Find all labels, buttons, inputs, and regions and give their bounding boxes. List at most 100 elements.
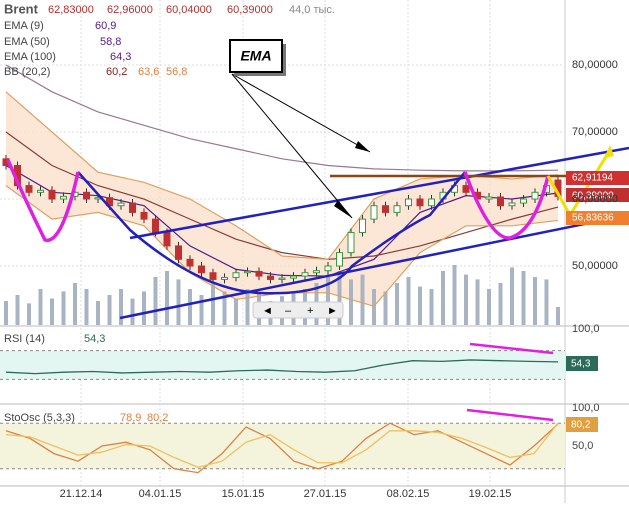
zoom-in[interactable]: + xyxy=(307,305,313,317)
candle-body xyxy=(140,211,148,220)
symbol: Brent xyxy=(4,1,39,16)
scroll-left[interactable]: ◄ xyxy=(262,305,273,317)
zoom-bar[interactable] xyxy=(252,301,344,319)
volume-bar xyxy=(222,291,227,325)
stoch-label: StoOsc (5,3,3) xyxy=(4,412,75,424)
candle-body xyxy=(267,275,274,280)
date-label: 27.01.15 xyxy=(304,488,347,500)
date-label: 19.02.15 xyxy=(469,488,512,500)
volume-bar xyxy=(199,295,204,325)
candle-body xyxy=(428,198,435,207)
indicator-value: 58,8 xyxy=(100,36,121,48)
date-label: 08.02.15 xyxy=(387,488,430,500)
rsi-tag xyxy=(566,356,598,371)
volume-bar xyxy=(73,283,77,325)
annotation-box xyxy=(229,39,283,73)
volume-bar xyxy=(130,298,135,325)
volume-bar xyxy=(556,307,560,325)
stoch-tag xyxy=(566,417,598,432)
candle-body xyxy=(531,191,539,200)
candle-body xyxy=(393,205,401,213)
zoom-controls[interactable]: ◄ – + ► xyxy=(252,301,344,319)
candle-body xyxy=(416,198,424,207)
ohlc: 62,96000 xyxy=(107,4,153,16)
volume-bar xyxy=(165,271,169,325)
candle-body xyxy=(198,265,205,274)
scroll-right[interactable]: ► xyxy=(327,305,338,317)
indicator-name: EMA (100) xyxy=(4,51,56,63)
candle-body xyxy=(347,232,355,254)
volume-bar xyxy=(4,301,8,325)
candle-body xyxy=(370,205,378,220)
candle-body xyxy=(37,189,44,193)
date-label: 21.12.14 xyxy=(60,488,103,500)
candle-body xyxy=(255,270,263,277)
volume-bar xyxy=(27,303,31,325)
zoom-out[interactable]: – xyxy=(285,305,292,317)
candle-body xyxy=(359,218,366,234)
price-tick-label: 60,00000 xyxy=(572,193,618,205)
stoch-value: 78,9 xyxy=(120,412,141,424)
price-tick-label: 50,00000 xyxy=(572,260,618,272)
candle-body xyxy=(48,189,56,200)
candle-body xyxy=(83,191,90,200)
volume-bar xyxy=(96,301,100,325)
volume-bar xyxy=(349,279,353,325)
indicator-name: BB (20,2) xyxy=(4,66,50,78)
indicator-line xyxy=(5,131,559,260)
price-tag-text: 62,91194 xyxy=(572,173,613,184)
volume-bar xyxy=(521,271,526,325)
candle-body xyxy=(301,272,309,277)
drawings xyxy=(6,73,629,422)
rsi-tag-text: 54,3 xyxy=(571,359,591,370)
candle-body xyxy=(497,196,504,207)
annotation: EMA xyxy=(240,48,271,64)
volume-bar xyxy=(475,279,480,325)
volume-bar xyxy=(38,289,43,325)
candle-body xyxy=(462,185,470,193)
indicator-value: 64,3 xyxy=(110,51,131,63)
ohlc: 60,39000 xyxy=(227,4,273,16)
candle-body xyxy=(324,265,332,272)
bb-band xyxy=(6,91,558,307)
volume-bar xyxy=(452,265,457,325)
indicator-value: 60,9 xyxy=(95,20,116,32)
volume-bar xyxy=(487,289,491,325)
volume-bar xyxy=(544,279,549,325)
candle-body xyxy=(485,196,493,200)
stoch-tag-text: 80,2 xyxy=(571,420,591,431)
candle-body xyxy=(221,276,228,280)
indicator-value: 60,2 xyxy=(106,66,127,78)
indicator-name: EMA (9) xyxy=(4,20,44,32)
indicator-value: 56,8 xyxy=(166,66,187,78)
indicator-value: 63,6 xyxy=(138,66,159,78)
volume-bar xyxy=(176,279,181,325)
volume-bar xyxy=(234,298,238,325)
candle-body xyxy=(508,202,516,207)
volume-bar xyxy=(441,271,445,325)
volume-bar xyxy=(510,267,514,325)
volume-bar xyxy=(337,271,342,325)
price-tick-label: 70,00000 xyxy=(572,126,618,138)
volume-bar xyxy=(498,283,503,325)
candle-body xyxy=(25,185,33,193)
rsi-label: RSI (14) xyxy=(4,333,45,345)
price-tag xyxy=(566,171,629,185)
volume-bar xyxy=(50,298,54,325)
volume-bar xyxy=(107,295,112,325)
volume-bar xyxy=(211,283,215,325)
volume-bar xyxy=(245,289,250,325)
candle-body xyxy=(520,198,527,204)
axis-label: 50,0 xyxy=(572,440,593,452)
candle-body xyxy=(313,270,320,274)
price-tick-label: 80,00000 xyxy=(572,59,618,71)
candle-body xyxy=(175,245,182,260)
volume-bar xyxy=(326,277,330,325)
axis-label: 100,0 xyxy=(572,402,600,414)
candle-body xyxy=(405,198,412,207)
date-label: 04.01.15 xyxy=(139,488,182,500)
candle-body xyxy=(209,272,217,280)
candle-body xyxy=(129,202,136,213)
